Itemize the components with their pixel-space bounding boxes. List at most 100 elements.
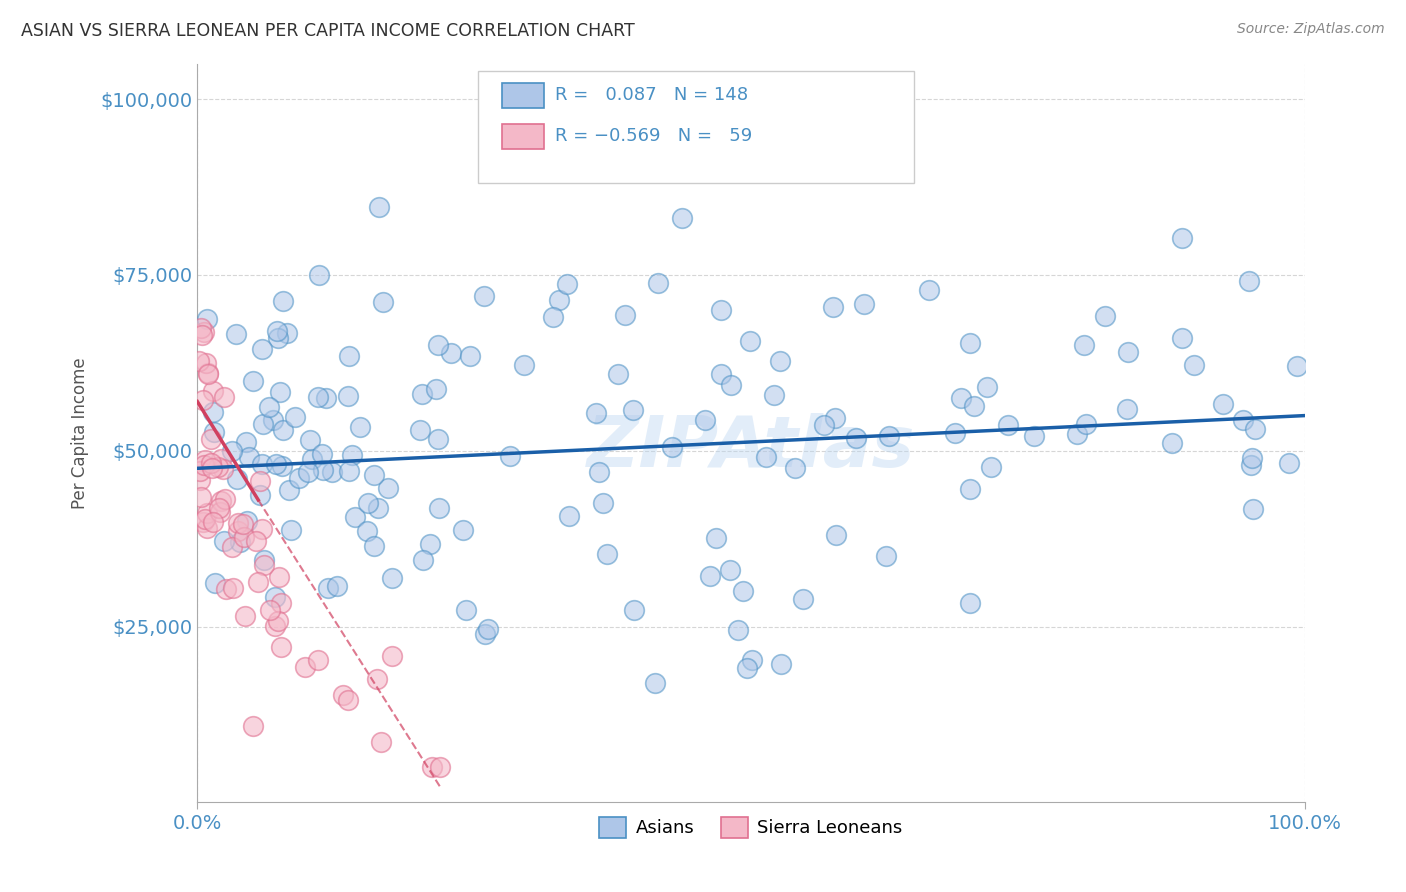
Point	[200, 456, 222, 470]
Point	[212, 390, 235, 404]
Point	[242, 374, 264, 388]
Point	[250, 458, 273, 472]
Point	[381, 571, 404, 585]
Point	[720, 563, 742, 577]
Point	[235, 434, 257, 449]
Point	[411, 387, 433, 401]
Point	[363, 468, 385, 483]
Point	[211, 462, 233, 476]
Point	[225, 326, 247, 341]
Point	[245, 533, 267, 548]
Point	[208, 505, 231, 519]
Point	[193, 515, 215, 529]
Point	[821, 301, 844, 315]
Point	[963, 399, 986, 413]
Point	[1118, 345, 1140, 359]
Point	[1239, 274, 1261, 288]
Point	[477, 623, 499, 637]
Point	[249, 474, 271, 488]
Point	[429, 760, 451, 774]
Text: ZIPAtlas: ZIPAtlas	[586, 413, 915, 483]
Point	[269, 385, 291, 400]
Point	[264, 590, 287, 604]
Point	[959, 482, 981, 496]
Point	[997, 418, 1019, 433]
Point	[792, 592, 814, 607]
Point	[1171, 230, 1194, 244]
Point	[427, 501, 450, 516]
Point	[644, 675, 666, 690]
Point	[440, 345, 463, 359]
Point	[312, 463, 335, 477]
Point	[917, 283, 939, 297]
Point	[1212, 397, 1234, 411]
Point	[270, 458, 292, 473]
Point	[950, 392, 973, 406]
Point	[204, 425, 226, 439]
Point	[197, 367, 219, 381]
Text: R = −0.569   N =   59: R = −0.569 N = 59	[555, 128, 752, 145]
Point	[208, 501, 231, 516]
Point	[201, 461, 224, 475]
Point	[297, 465, 319, 479]
Point	[1076, 417, 1098, 432]
Legend: Asians, Sierra Leoneans: Asians, Sierra Leoneans	[592, 810, 910, 845]
Point	[344, 509, 367, 524]
Point	[211, 494, 233, 508]
Point	[252, 342, 274, 356]
Point	[548, 293, 571, 307]
Point	[1286, 359, 1309, 374]
Point	[299, 433, 322, 447]
Point	[1116, 401, 1139, 416]
Point	[195, 312, 218, 326]
Point	[193, 458, 215, 472]
Point	[202, 404, 225, 418]
Point	[1182, 359, 1205, 373]
Point	[226, 471, 249, 485]
Point	[188, 464, 211, 478]
Point	[825, 528, 848, 542]
Point	[451, 524, 474, 538]
Point	[614, 308, 637, 322]
Point	[755, 450, 778, 465]
Point	[472, 289, 495, 303]
Point	[253, 558, 276, 572]
Point	[247, 574, 270, 589]
Point	[190, 491, 212, 505]
Point	[307, 390, 329, 404]
Point	[381, 649, 404, 664]
Point	[824, 410, 846, 425]
Point	[321, 465, 343, 479]
Point	[769, 657, 792, 672]
Point	[267, 331, 290, 345]
Point	[454, 602, 477, 616]
Point	[474, 627, 496, 641]
Point	[250, 522, 273, 536]
Point	[541, 310, 564, 325]
Point	[288, 471, 311, 485]
Point	[252, 417, 274, 431]
Point	[215, 582, 238, 597]
Point	[294, 660, 316, 674]
Point	[284, 409, 307, 424]
Point	[308, 653, 330, 667]
Point	[262, 412, 284, 426]
Point	[1232, 413, 1254, 427]
Point	[204, 575, 226, 590]
Point	[311, 447, 333, 461]
Point	[214, 492, 236, 507]
Point	[377, 481, 399, 495]
Point	[228, 516, 250, 530]
Point	[409, 424, 432, 438]
Point	[242, 719, 264, 733]
Point	[427, 432, 450, 446]
Point	[342, 449, 364, 463]
Point	[200, 432, 222, 446]
Point	[661, 440, 683, 454]
Point	[276, 326, 298, 341]
Point	[232, 516, 254, 531]
Point	[238, 450, 260, 464]
Point	[337, 464, 360, 478]
Point	[420, 760, 443, 774]
Point	[259, 603, 281, 617]
